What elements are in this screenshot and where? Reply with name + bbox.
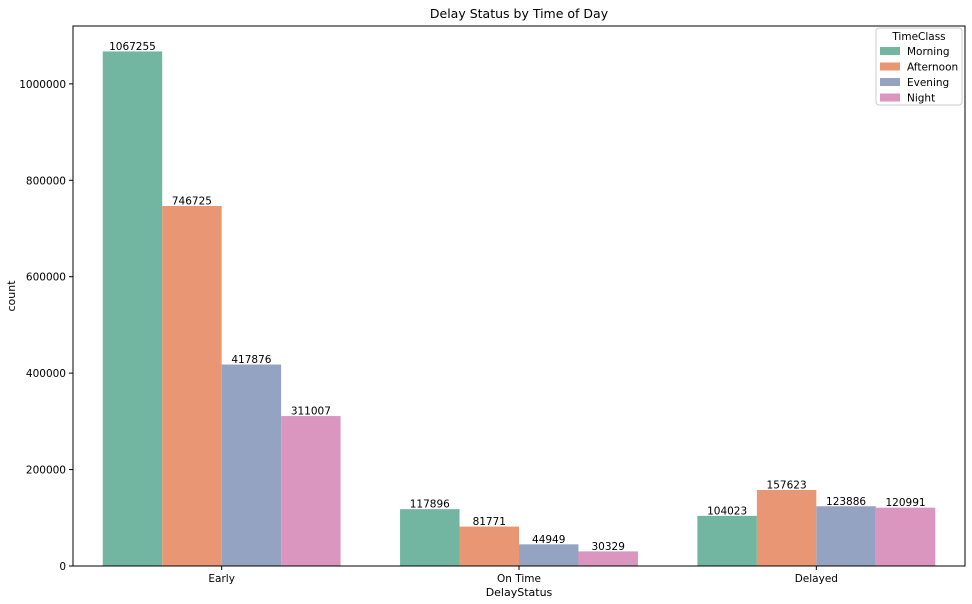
- y-tick-label: 0: [59, 561, 66, 573]
- legend-swatch: [880, 62, 900, 71]
- legend-swatch: [880, 78, 900, 86]
- x-tick-label: Delayed: [795, 573, 838, 585]
- bar: [162, 205, 222, 567]
- bar: [459, 526, 519, 566]
- x-tick-label: On Time: [497, 573, 541, 585]
- bar-labels-layer: 1067255 117896 104023 746725 81771 157623 4178…: [109, 41, 925, 553]
- legend-label: Night: [907, 93, 935, 105]
- bar-value-label: 417876: [231, 354, 271, 366]
- legend-label: Morning: [907, 46, 950, 58]
- bar: [400, 509, 460, 566]
- bar: [816, 506, 876, 566]
- bars-layer: [102, 51, 936, 567]
- bar-value-label: 746725: [172, 195, 212, 207]
- y-tick-label: 600000: [26, 272, 66, 284]
- chart-title: Delay Status by Time of Day: [430, 6, 609, 21]
- bar-value-label: 44949: [532, 534, 565, 546]
- bar-value-label: 120991: [885, 497, 925, 509]
- bar: [875, 507, 936, 566]
- y-tick-label: 1000000: [19, 79, 66, 91]
- bar: [756, 490, 817, 566]
- bar-value-label: 81771: [473, 516, 506, 528]
- y-tick-label: 200000: [26, 465, 66, 477]
- bar-value-label: 30329: [591, 541, 624, 553]
- legend-swatch: [880, 93, 900, 102]
- y-tick-label: 400000: [26, 368, 66, 380]
- y-axis: 0 200000 400000 600000 800000 1000000: [19, 79, 73, 573]
- legend-title: TimeClass: [891, 31, 945, 43]
- bar: [697, 515, 757, 566]
- legend-items: Morning Afternoon Evening Night: [880, 46, 958, 105]
- bar-value-label: 311007: [291, 406, 331, 418]
- x-tick-label: Early: [208, 573, 235, 585]
- x-axis: Early On Time Delayed: [208, 566, 838, 585]
- legend-label: Afternoon: [907, 62, 958, 74]
- bar-value-label: 123886: [826, 496, 866, 508]
- bar-value-label: 117896: [410, 499, 450, 511]
- x-axis-label: DelayStatus: [486, 586, 553, 599]
- bar: [519, 544, 579, 566]
- bar: [221, 364, 282, 566]
- legend: TimeClass Morning Afternoon Evening Night: [875, 27, 963, 106]
- y-axis-label: count: [5, 280, 18, 312]
- plot-frame: [72, 25, 966, 567]
- bar-value-label: 157623: [767, 480, 807, 492]
- bar-value-label: 1067255: [109, 41, 156, 53]
- legend-swatch: [880, 47, 900, 55]
- bar-value-label: 104023: [707, 505, 747, 517]
- bar: [578, 551, 638, 566]
- bar: [102, 51, 163, 567]
- bar: [281, 416, 341, 566]
- legend-label: Evening: [907, 77, 949, 89]
- y-tick-label: 800000: [26, 175, 66, 187]
